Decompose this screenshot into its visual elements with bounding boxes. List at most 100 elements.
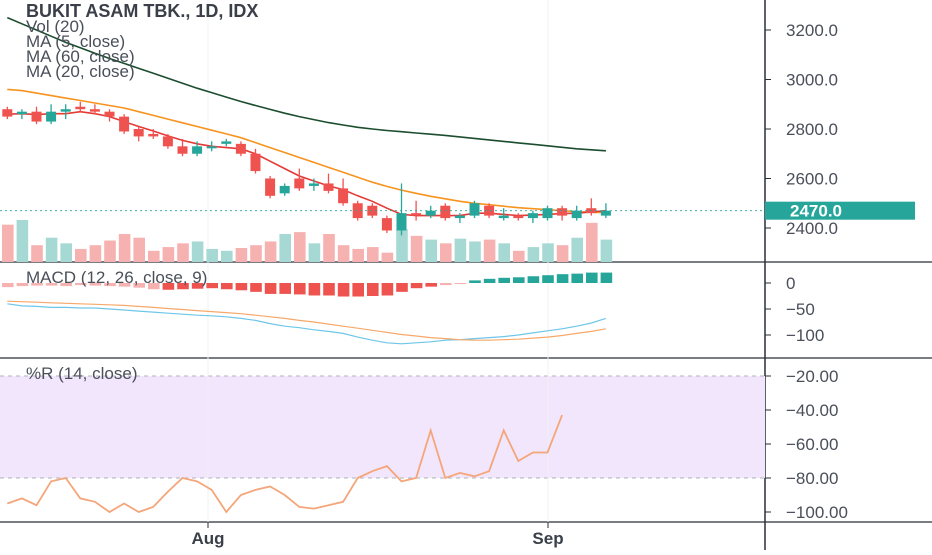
volume-bar — [571, 237, 583, 262]
volume-bar — [337, 245, 350, 262]
macd-histogram-bar — [16, 283, 29, 287]
macd-histogram-bar — [235, 283, 248, 291]
candle-body — [133, 129, 144, 137]
price-tick-label: 3200.0 — [786, 21, 838, 40]
macd-histogram-bar — [498, 277, 510, 283]
candle-body — [498, 215, 509, 219]
macd-histogram-bar — [469, 280, 481, 283]
candle-body — [60, 109, 71, 112]
volume-bar — [381, 252, 394, 262]
candle-body — [31, 111, 42, 122]
candle-body — [513, 215, 524, 219]
candle-body — [294, 178, 305, 189]
macd-histogram-bar — [381, 283, 394, 296]
candle-body — [235, 143, 246, 154]
candle-body — [221, 141, 232, 144]
candle-body — [148, 133, 159, 137]
macd-histogram-bar — [264, 283, 277, 294]
volume-bar — [556, 245, 569, 262]
macd-histogram-bar — [118, 283, 131, 287]
volume-bar — [177, 243, 189, 262]
volume-bar — [469, 241, 481, 262]
macd-histogram-bar — [410, 283, 423, 289]
candle-body — [16, 111, 27, 115]
macd-histogram-bar — [396, 283, 408, 292]
macd-histogram-bar — [221, 283, 233, 290]
volume-bar — [542, 243, 554, 262]
time-tick-label: Aug — [191, 529, 224, 548]
macd-histogram-bar — [352, 283, 364, 297]
macd-histogram-bar — [586, 272, 598, 283]
macd-histogram-bar — [191, 283, 204, 289]
volume-bar — [75, 248, 87, 262]
candle-body — [367, 205, 378, 216]
macd-histogram-bar — [89, 283, 102, 286]
macd-legend: MACD (12, 26, close, 9) — [26, 268, 208, 287]
macd-histogram-bar — [162, 283, 175, 290]
last-price-label: 2470.0 — [790, 202, 842, 221]
volume-bar — [483, 239, 496, 262]
macd-line — [7, 303, 607, 345]
macd-histogram-bar — [148, 283, 160, 290]
macd-histogram-bar — [177, 283, 189, 290]
macd-signal-line — [7, 300, 607, 341]
volume-bar — [410, 235, 423, 262]
volume-bar — [425, 239, 437, 262]
macd-histogram-bar — [75, 283, 87, 286]
wr-band — [0, 376, 765, 478]
macd-histogram-bar — [483, 278, 496, 283]
macd-histogram-bar — [294, 283, 306, 295]
time-tick-label: Sep — [532, 529, 563, 548]
macd-histogram-bar — [250, 283, 262, 292]
macd-histogram-bar — [31, 283, 43, 286]
macd-histogram-bar — [440, 283, 452, 286]
volume-bar — [440, 243, 452, 262]
volume-bar — [600, 239, 613, 262]
volume-bar — [352, 248, 364, 262]
volume-bar — [45, 237, 58, 262]
volume-bar — [118, 234, 131, 262]
candle-body — [396, 213, 407, 231]
candle-body — [411, 213, 422, 216]
study-ma60: MA (60, close) — [26, 47, 135, 66]
macd-histogram-bar — [454, 283, 467, 285]
candle-body — [323, 183, 334, 191]
candle-body — [162, 136, 173, 147]
volume-bar — [104, 240, 116, 262]
ma20-line — [7, 88, 606, 214]
ma60-line — [6, 16, 606, 152]
wr-tick-label: −40.00 — [786, 401, 838, 420]
macd-histogram-bar — [425, 283, 437, 287]
volume-bar — [89, 245, 102, 262]
volume-bar — [527, 247, 540, 262]
volume-bar — [323, 234, 335, 262]
candle-body — [469, 203, 480, 216]
volume-bar — [264, 241, 277, 262]
wr-tick-label: −100.00 — [786, 503, 848, 522]
macd-histogram-bar — [133, 283, 145, 288]
candle-body — [119, 116, 130, 132]
volume-bar — [294, 232, 306, 262]
wr-tick-label: −80.00 — [786, 469, 838, 488]
main-legend: BUKIT ASAM TBK., 1D, IDX Vol (20) MA (5,… — [26, 2, 258, 80]
macd-tick-label: −100 — [786, 326, 824, 345]
candle-body — [206, 146, 217, 149]
volume-bar — [367, 247, 379, 262]
macd-histogram-bar — [571, 273, 583, 283]
macd-histogram-bar — [2, 283, 14, 288]
volume-bar — [498, 243, 510, 262]
wr-line — [7, 414, 563, 514]
wr-tick-label: −20.00 — [786, 367, 838, 386]
macd-histogram-bar — [60, 283, 72, 287]
macd-histogram-bar — [337, 283, 350, 297]
macd-histogram-bar — [542, 275, 554, 283]
price-tick-label: 2600.0 — [786, 170, 838, 189]
volume-bar — [206, 248, 218, 262]
volume-bar — [148, 250, 160, 262]
macd-histogram-bar — [206, 283, 218, 289]
price-tick-label: 2400.0 — [786, 219, 838, 238]
volume-bar — [279, 234, 291, 262]
candle-body — [542, 208, 553, 219]
candle-body — [250, 153, 261, 172]
